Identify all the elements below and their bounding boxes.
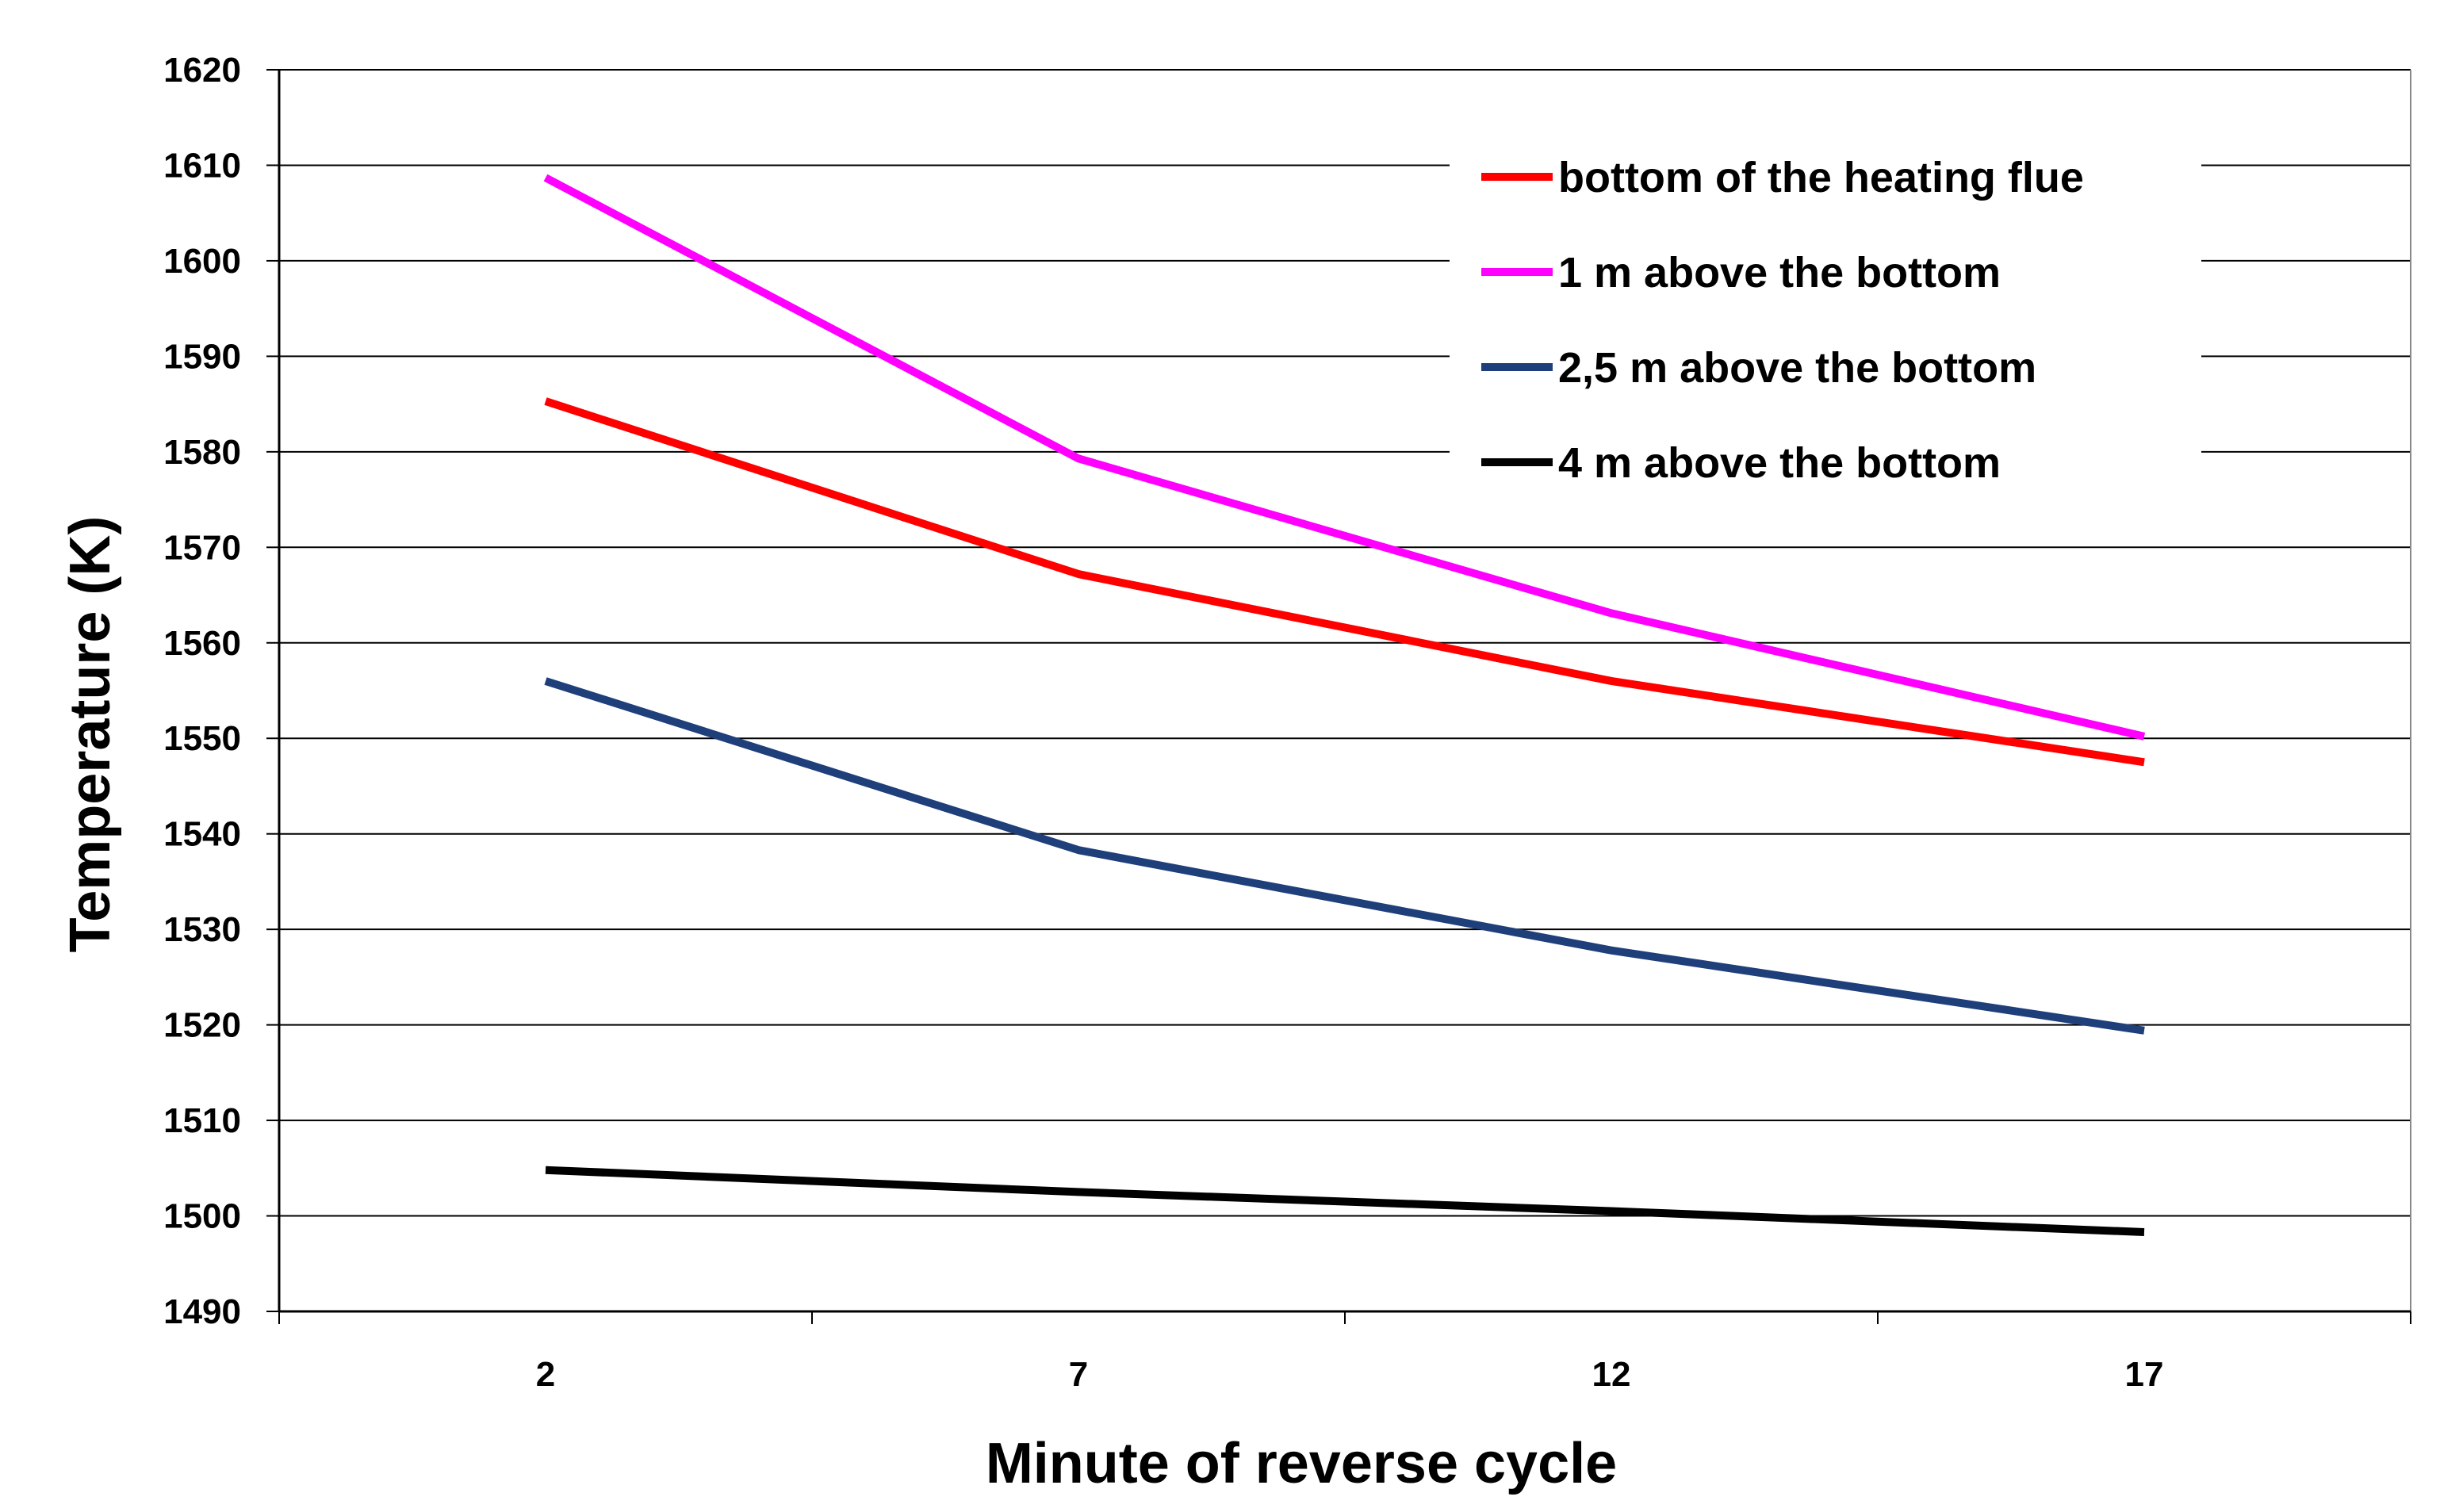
legend-label-1m-above-bottom: 1 m above the bottom bbox=[1558, 249, 2001, 297]
x-tick-label-2: 2 bbox=[536, 1355, 555, 1394]
y-tick-label: 1620 bbox=[163, 51, 241, 90]
y-tick-label: 1600 bbox=[163, 242, 241, 281]
y-tick-label: 1500 bbox=[163, 1197, 241, 1236]
y-tick-label: 1550 bbox=[163, 719, 241, 758]
x-tick-label-12: 12 bbox=[1592, 1355, 1631, 1394]
x-axis-title: Minute of reverse cycle bbox=[986, 1432, 1617, 1495]
y-tick-label: 1490 bbox=[163, 1292, 241, 1331]
legend-background bbox=[1450, 143, 2201, 492]
y-tick-label: 1610 bbox=[163, 146, 241, 185]
series-lines bbox=[543, 174, 2146, 1237]
y-tick-label: 1530 bbox=[163, 910, 241, 949]
y-tick-label: 1560 bbox=[163, 624, 241, 663]
legend: bottom of the heating flue 1 m above the… bbox=[1450, 143, 2201, 492]
legend-label-2-5m-above-bottom: 2,5 m above the bottom bbox=[1558, 344, 2036, 392]
y-tick-label: 1520 bbox=[163, 1006, 241, 1045]
y-axis-title: Temperature (K) bbox=[59, 516, 122, 953]
axes bbox=[266, 69, 2411, 1324]
legend-label-4m-above-bottom: 4 m above the bottom bbox=[1558, 439, 2001, 487]
series-line-2 bbox=[544, 677, 2145, 1035]
tick-labels: 1490 1500 1510 1520 1530 1540 1550 1560 1570 1580… bbox=[163, 51, 2163, 1394]
y-tick-label: 1570 bbox=[163, 528, 241, 567]
x-tick-label-7: 7 bbox=[1069, 1355, 1088, 1394]
x-tick-label-17: 17 bbox=[2125, 1355, 2164, 1394]
legend-label-bottom-of-heating-flue: bottom of the heating flue bbox=[1558, 154, 2084, 201]
series-line-1 bbox=[543, 174, 2146, 741]
y-tick-label: 1580 bbox=[163, 433, 241, 472]
series-line-0 bbox=[544, 397, 2145, 767]
series-line-3 bbox=[545, 1166, 2145, 1237]
y-tick-label: 1540 bbox=[163, 815, 241, 854]
y-tick-label: 1510 bbox=[163, 1101, 241, 1140]
y-tick-label: 1590 bbox=[163, 337, 241, 376]
